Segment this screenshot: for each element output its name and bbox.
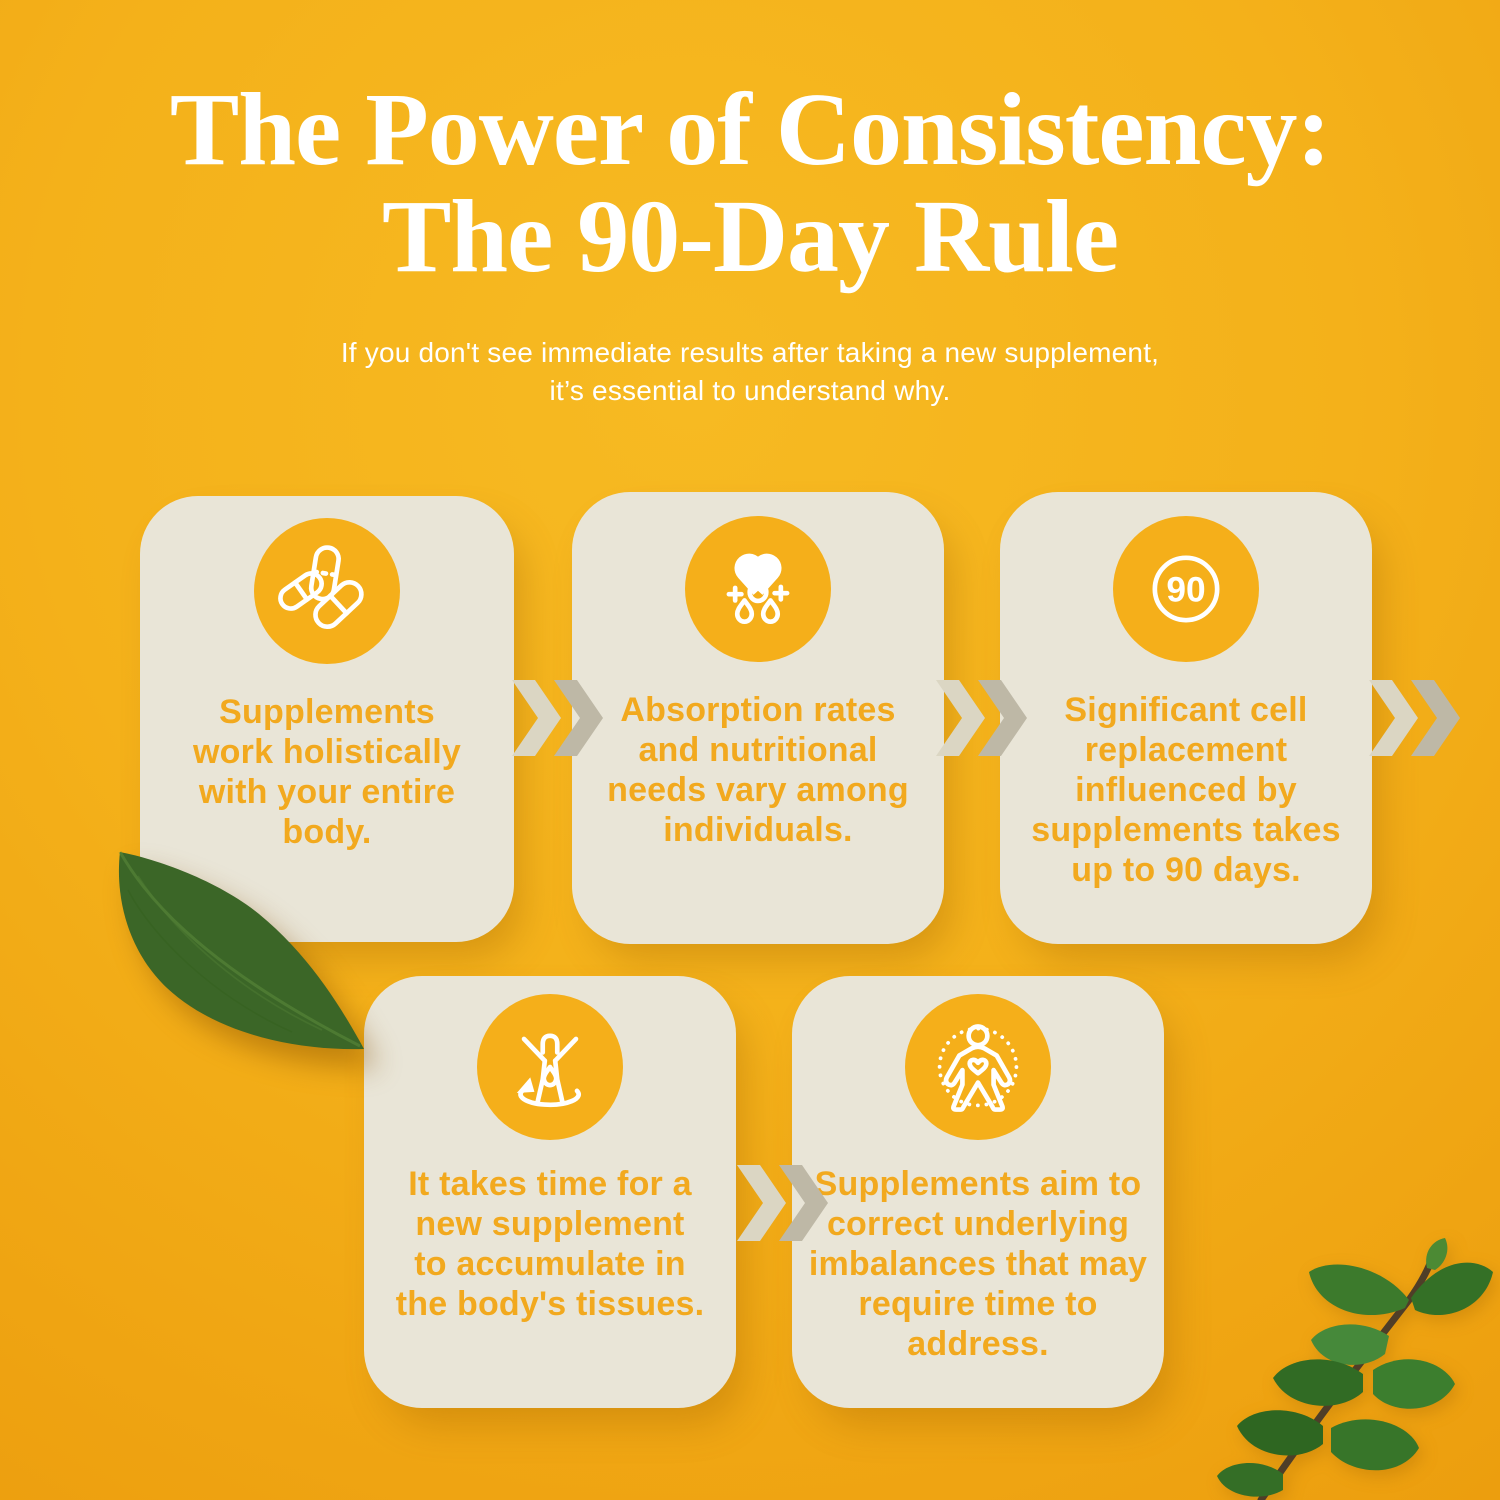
card-text: Absorption rates and nutritional needs v… [607, 691, 909, 849]
card-accumulation-time: It takes time for a new supplement to ac… [364, 976, 736, 1408]
chevron-right-icon [1369, 680, 1460, 756]
page-subtitle: If you don't see immediate results after… [340, 337, 1160, 406]
page-title: The Power of Consistency: The 90-Day Rul… [169, 72, 1331, 294]
pills-icon [278, 545, 364, 630]
absorption-drops-icon [726, 553, 790, 624]
chevron-right-icon [512, 680, 603, 756]
leaf-decoration [118, 851, 364, 1050]
branch-decoration [1217, 1238, 1493, 1500]
body-accumulation-icon [516, 1033, 581, 1108]
ninety-days-badge-icon: 90 [1152, 555, 1220, 623]
card-text: It takes time for a new supplement to ac… [395, 1165, 705, 1323]
body-balance-icon [937, 1024, 1019, 1112]
icon-circle [685, 516, 831, 662]
card-correct-imbalances: Supplements aim to correct underlying im… [792, 976, 1164, 1408]
icon-circle [477, 994, 623, 1140]
chevron-right-icon [737, 1165, 828, 1241]
ninety-label: 90 [1166, 570, 1205, 609]
card-90-day-cell-replacement: 90 Significant cell replacement influenc… [1000, 492, 1372, 944]
icon-circle [905, 994, 1051, 1140]
card-absorption-rates: Absorption rates and nutritional needs v… [572, 492, 944, 944]
card-text: Supplements work holistically with your … [193, 693, 461, 851]
card-text: Supplements aim to correct underlying im… [808, 1165, 1148, 1363]
icon-circle: 90 [1113, 516, 1259, 662]
card-supplements-holistic: Supplements work holistically with your … [140, 496, 514, 942]
chevron-right-icon [936, 680, 1027, 756]
card-text: Significant cell replacement influenced … [1031, 691, 1341, 889]
icon-circle [254, 518, 400, 664]
